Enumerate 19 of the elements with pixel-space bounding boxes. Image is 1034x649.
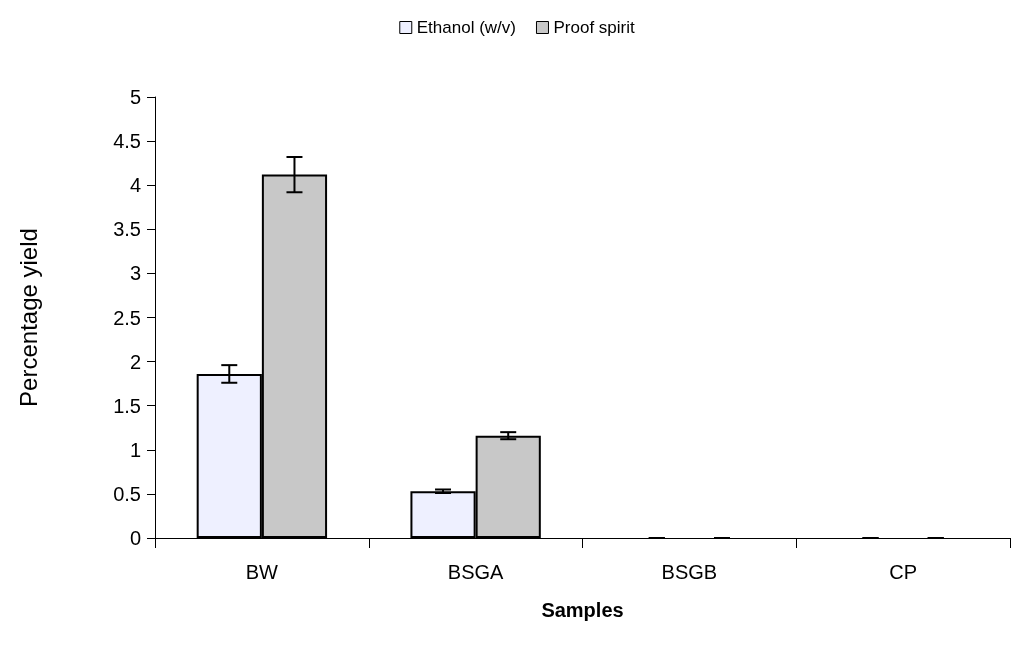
x-tick-label: BSGB <box>661 561 718 583</box>
y-tick-label: 0 <box>129 527 141 549</box>
y-tick-label: 1 <box>129 438 141 461</box>
y-tick-label: 2.5 <box>113 306 141 329</box>
y-tick-label: 4.5 <box>113 130 141 153</box>
x-tick-label: BSGA <box>447 561 505 583</box>
y-tick-label: 2 <box>129 350 141 373</box>
legend-label: Proof spirit <box>553 18 635 37</box>
y-axis-title: Percentage yield <box>14 228 42 407</box>
x-tick-label: CP <box>889 561 918 583</box>
y-tick-label: 0.5 <box>113 482 141 505</box>
y-tick-label: 3 <box>129 262 141 285</box>
legend-label: Ethanol (w/v) <box>416 18 516 37</box>
y-tick-label: 5 <box>129 86 141 108</box>
x-axis-title: Samples <box>541 599 624 621</box>
y-tick-label: 1.5 <box>113 394 141 417</box>
y-tick-label: 3.5 <box>113 218 141 241</box>
x-tick-label: BW <box>245 561 279 583</box>
y-tick-label: 4 <box>129 174 141 197</box>
